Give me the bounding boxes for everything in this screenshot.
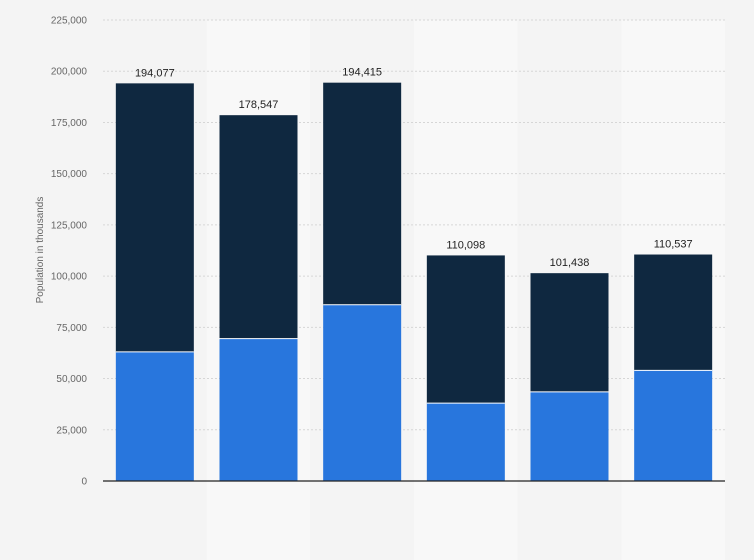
y-tick-label: 100,000 [51, 272, 88, 283]
bar-segment-bottom [323, 304, 402, 481]
y-tick-label: 50,000 [56, 374, 87, 385]
bar-segment-top [530, 273, 609, 392]
bar-segment-bottom [115, 351, 194, 481]
bar-segment-top [426, 255, 505, 404]
y-tick-label: 125,000 [51, 220, 88, 231]
bar-segment-top [115, 83, 194, 352]
bar-segment-bottom [426, 403, 505, 481]
total-label: 110,098 [446, 239, 485, 251]
bar-segment-top [219, 115, 298, 339]
total-labels: 194,077 178,547 194,415 110,098 101,438 110,5… [135, 67, 693, 269]
category-bands [103, 20, 725, 560]
bar-segment-bottom [634, 370, 713, 481]
bar-segment-top [323, 82, 402, 305]
y-tick-label: 150,000 [51, 169, 88, 180]
y-axis-label: Population in thousands [35, 197, 46, 304]
y-axis-ticks: 0 25,000 50,000 75,000 100,000 125,000 150,000… [51, 16, 88, 488]
total-label: 101,438 [550, 257, 590, 269]
bar-stacks [115, 82, 713, 481]
y-tick-label: 75,000 [56, 323, 87, 334]
y-tick-label: 225,000 [51, 16, 88, 27]
total-label: 194,077 [135, 67, 175, 79]
y-tick-label: 175,000 [51, 118, 88, 129]
total-label: 194,415 [342, 67, 382, 79]
y-tick-label: 0 [81, 477, 87, 488]
bar-segment-bottom [530, 391, 609, 481]
bar-segment-bottom [219, 338, 298, 481]
y-tick-label: 25,000 [56, 425, 87, 436]
total-label: 178,547 [239, 99, 279, 111]
total-label: 110,537 [654, 239, 693, 251]
bar-segment-top [634, 254, 713, 371]
y-tick-label: 200,000 [51, 67, 88, 78]
